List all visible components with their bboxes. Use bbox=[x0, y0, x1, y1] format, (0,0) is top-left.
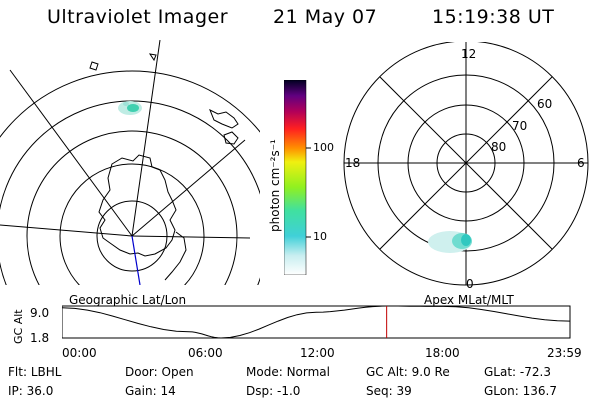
info-value: 14 bbox=[160, 384, 176, 398]
info-label: Gain: bbox=[125, 384, 157, 398]
meridian-line bbox=[131, 139, 246, 237]
info-value: 136.7 bbox=[522, 384, 557, 398]
info-label: GC Alt: bbox=[366, 365, 408, 379]
info-value: 9.0 Re bbox=[411, 365, 450, 379]
info-ip: IP: 36.0 bbox=[8, 384, 53, 398]
info-label: GLon: bbox=[484, 384, 519, 398]
info-label: IP: bbox=[8, 384, 23, 398]
info-value: Open bbox=[161, 365, 194, 379]
time-label: 15:19:38 UT bbox=[432, 6, 555, 28]
lat-circle bbox=[0, 100, 260, 285]
timeline-x-tick: 12:00 bbox=[300, 346, 335, 360]
info-label: Flt: bbox=[8, 365, 27, 379]
info-value: 36.0 bbox=[26, 384, 54, 398]
info-dsp: Dsp: -1.0 bbox=[246, 384, 300, 398]
meridian-line bbox=[131, 40, 161, 237]
antarctica-coastline bbox=[98, 154, 177, 257]
timeline-y-label: GC Alt bbox=[12, 309, 25, 344]
timeline-x-tick: 00:00 bbox=[62, 346, 97, 360]
mlt-diagonal bbox=[379, 76, 553, 250]
info-seq: Seq: 39 bbox=[366, 384, 412, 398]
lat-circle bbox=[96, 200, 168, 272]
polar-plot bbox=[343, 42, 589, 286]
info-gc-alt: GC Alt: 9.0 Re bbox=[366, 365, 450, 379]
geographic-label: Geographic Lat/Lon bbox=[69, 293, 187, 307]
mlat-label-60: 60 bbox=[537, 97, 553, 111]
geographic-map bbox=[0, 40, 260, 285]
meridian-line bbox=[131, 235, 251, 239]
lat-circle bbox=[59, 163, 205, 285]
info-glat: GLat: -72.3 bbox=[484, 365, 551, 379]
colorbar-tick-label: 10 bbox=[313, 230, 327, 243]
coastline bbox=[164, 231, 187, 281]
satellite-track-line bbox=[131, 235, 141, 285]
mlt-label-6: 6 bbox=[577, 156, 585, 170]
island-coastline bbox=[209, 108, 239, 129]
date-label: 21 May 07 bbox=[273, 6, 378, 28]
info-value: Normal bbox=[286, 365, 330, 379]
colorbar-tick-label: 100 bbox=[313, 141, 334, 154]
info-value: -1.0 bbox=[276, 384, 301, 398]
altitude-curve bbox=[62, 305, 571, 339]
info-mode: Mode: Normal bbox=[246, 365, 330, 379]
timeline-y-tick: 9.0 bbox=[30, 306, 50, 320]
island-coastline bbox=[223, 131, 239, 145]
timeline-x-tick: 06:00 bbox=[188, 346, 223, 360]
aurora-emission bbox=[428, 231, 472, 253]
info-value: -72.3 bbox=[519, 365, 551, 379]
timeline-frame bbox=[62, 305, 571, 339]
polar-label: Apex MLat/MLT bbox=[424, 293, 514, 307]
mlt-label-18: 18 bbox=[345, 156, 361, 170]
altitude-timeline[interactable] bbox=[62, 304, 574, 344]
info-value: LBHL bbox=[30, 365, 62, 379]
island-coastline bbox=[89, 61, 99, 71]
timeline-y-tick: 1.8 bbox=[30, 331, 50, 345]
meridian-line bbox=[9, 69, 133, 237]
mlat-label-70: 70 bbox=[512, 119, 528, 133]
info-filter: Flt: LBHL bbox=[8, 365, 61, 379]
info-glon: GLon: 136.7 bbox=[484, 384, 557, 398]
mlt-label-12: 12 bbox=[461, 47, 477, 61]
app-title: Ultraviolet Imager bbox=[47, 6, 229, 28]
color-bar bbox=[284, 80, 311, 275]
info-gain: Gain: 14 bbox=[125, 384, 176, 398]
timeline-x-tick: 18:00 bbox=[425, 346, 460, 360]
info-value: 39 bbox=[396, 384, 412, 398]
info-label: Dsp: bbox=[246, 384, 274, 398]
colorbar-unit-label: photon cm⁻²s⁻¹ bbox=[268, 139, 282, 232]
info-door: Door: Open bbox=[125, 365, 194, 379]
info-label: Seq: bbox=[366, 384, 393, 398]
info-label: GLat: bbox=[484, 365, 517, 379]
mlt-label-0: 0 bbox=[466, 277, 474, 291]
meridian-line bbox=[0, 224, 133, 237]
aurora-emission bbox=[118, 101, 142, 115]
lat-circle bbox=[0, 70, 260, 138]
info-label: Door: bbox=[125, 365, 158, 379]
timeline-x-tick: 23:59 bbox=[547, 346, 582, 360]
island-coastline bbox=[148, 53, 157, 62]
info-label: Mode: bbox=[246, 365, 283, 379]
mlat-label-80: 80 bbox=[491, 140, 507, 154]
lat-circle bbox=[26, 130, 238, 285]
